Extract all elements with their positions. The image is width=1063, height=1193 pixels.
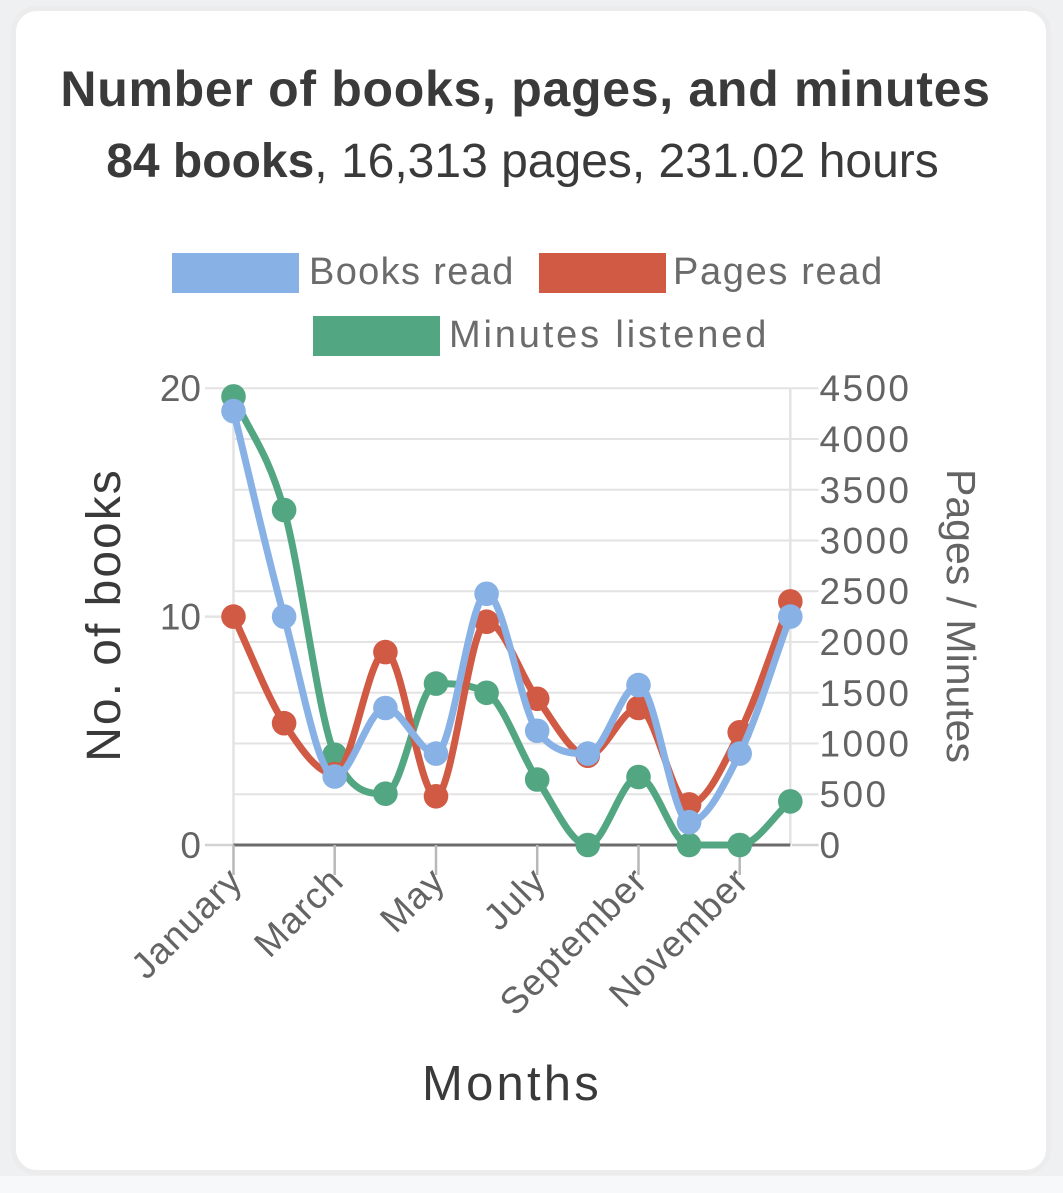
svg-text:500: 500 [820, 774, 889, 815]
svg-text:May: May [372, 860, 453, 941]
svg-text:1000: 1000 [820, 724, 912, 765]
svg-text:March: March [246, 860, 351, 965]
svg-text:0: 0 [820, 825, 843, 866]
svg-text:January: January [123, 860, 250, 987]
svg-text:10: 10 [160, 597, 201, 638]
svg-text:3500: 3500 [820, 470, 912, 511]
svg-text:No. of books: No. of books [78, 468, 131, 761]
svg-text:3000: 3000 [820, 521, 912, 562]
svg-text:4000: 4000 [820, 419, 912, 460]
svg-text:2000: 2000 [820, 622, 912, 663]
svg-text:July: July [476, 860, 554, 938]
svg-text:1500: 1500 [820, 673, 912, 714]
svg-text:4500: 4500 [820, 368, 912, 409]
svg-text:2500: 2500 [820, 571, 912, 612]
svg-text:20: 20 [160, 368, 201, 409]
svg-text:0: 0 [180, 825, 201, 866]
svg-text:Months: Months [422, 1057, 602, 1111]
svg-text:Pages / Minutes: Pages / Minutes [938, 469, 984, 763]
